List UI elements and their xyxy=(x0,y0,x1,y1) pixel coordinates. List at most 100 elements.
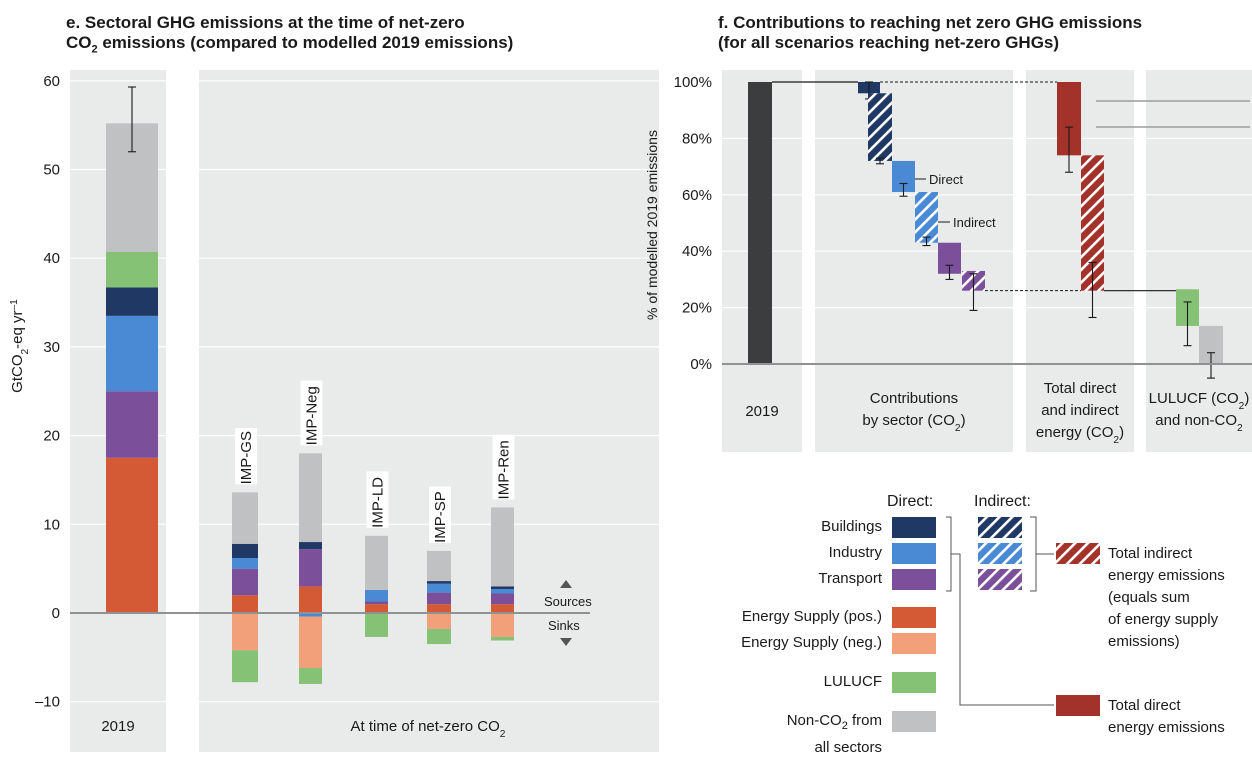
chart-e-title: e. Sectoral GHG emissions at the time of… xyxy=(66,13,514,56)
waterfall-bar xyxy=(858,82,880,94)
waterfall-bar xyxy=(938,242,961,274)
y-tick-label: 80% xyxy=(682,130,712,147)
swatch-esn xyxy=(892,633,936,654)
y-tick-label: 50 xyxy=(43,162,60,179)
swatch-transport-direct xyxy=(892,569,936,590)
swatch-esp xyxy=(892,607,936,628)
legend-esp: Energy Supply (pos.) xyxy=(741,608,882,625)
category-energy: Total direct xyxy=(1044,380,1117,397)
y-tick-label: 40 xyxy=(43,250,60,267)
category-energy: and indirect xyxy=(1041,402,1119,419)
y-tick-label: –10 xyxy=(35,694,60,711)
bar-label: IMP-SP xyxy=(432,491,449,543)
swatch-industry-indirect xyxy=(978,543,1022,564)
bar-segment-ind xyxy=(491,589,514,594)
category-sector: Contributions xyxy=(870,390,958,407)
y-tick-label: 40% xyxy=(682,243,712,260)
group-label-2019: 2019 xyxy=(101,718,134,735)
bar-segment-ind xyxy=(365,589,388,602)
waterfall-bar xyxy=(1199,325,1223,364)
bar-segment-neg-lul xyxy=(232,650,258,683)
category-lulucf: and non-CO2 xyxy=(1155,412,1243,434)
bar-label: IMP-Neg xyxy=(304,386,321,445)
bar-segment-neg-lul xyxy=(299,667,322,684)
swatch-transport-indirect xyxy=(978,569,1022,590)
annotation-indirect: Indirect xyxy=(953,215,996,230)
swatch-lulucf xyxy=(892,672,936,693)
y-tick-label: 10 xyxy=(43,516,60,533)
legend-transport: Transport xyxy=(818,570,882,587)
bar-segment-neg-lul xyxy=(365,613,388,637)
panel-sector xyxy=(815,70,1013,452)
bracket-direct xyxy=(946,516,952,592)
bar-segment-tra xyxy=(427,592,451,605)
bar-segment-bui xyxy=(299,542,322,550)
legend-total-direct: Total direct energy emissions xyxy=(1108,697,1225,736)
category-2019: 2019 xyxy=(745,403,778,420)
bar-segment-neg-esn xyxy=(299,616,322,668)
chart-f-title: f. Contributions to reaching net zero GH… xyxy=(718,13,1143,52)
swatch-buildings-direct xyxy=(892,517,936,538)
category-sector: by sector (CO2) xyxy=(862,412,965,434)
legend-lulucf: LULUCF xyxy=(823,673,882,690)
legend-nonco2: Non-CO2 from all sectors xyxy=(786,712,882,756)
swatch-nonco2 xyxy=(892,711,936,732)
bar-segment-ind xyxy=(106,315,158,392)
bar-segment-non xyxy=(365,535,388,590)
y-tick-label: 60% xyxy=(682,187,712,204)
bar-segment-esp xyxy=(232,595,258,613)
category-energy: energy (CO2) xyxy=(1036,424,1124,446)
y-tick-label: 60 xyxy=(43,73,60,90)
bar-label-box xyxy=(366,471,389,528)
bar-segment-esp xyxy=(106,457,158,613)
bar-segment-esp xyxy=(299,586,322,613)
y-tick-label: 0 xyxy=(52,605,60,622)
bar-segment-ind xyxy=(427,583,451,593)
bar-label-box xyxy=(300,380,323,446)
waterfall-bar xyxy=(962,270,985,291)
waterfall-bar xyxy=(892,160,915,192)
legend-direct-header: Direct: xyxy=(887,493,934,510)
category-lulucf: LULUCF (CO2) xyxy=(1149,390,1250,412)
sinks-arrow xyxy=(560,638,572,646)
bar-label: IMP-GS xyxy=(238,431,255,484)
waterfall-bar xyxy=(1176,289,1199,326)
y-tick-label: 100% xyxy=(674,74,712,91)
waterfall-bar xyxy=(1081,155,1104,291)
legend-indirect-header: Indirect: xyxy=(974,493,1031,510)
bar-label-box xyxy=(429,486,451,543)
bar-segment-non xyxy=(232,492,258,544)
chart-e: 60 50 40 30 20 10 0 –10 GtCO2-eq yr–1 IMP-GS IMP-N… xyxy=(9,70,659,752)
bar-label-box xyxy=(235,427,257,485)
y-tick-label: 0% xyxy=(690,356,712,373)
bar-segment-bui xyxy=(427,581,451,584)
panel-energy xyxy=(1026,70,1134,452)
panel-2019 xyxy=(722,70,802,452)
bar-segment-neg-esn xyxy=(427,613,451,629)
y-axis-label: GtCO2-eq yr–1 xyxy=(9,299,31,393)
bar-label-box xyxy=(492,434,515,500)
bar-segment-tra xyxy=(491,593,514,605)
bar-segment-lul xyxy=(106,251,158,288)
bar-segment-tra xyxy=(106,391,158,458)
y-tick-label: 20 xyxy=(43,428,60,445)
bar-label: IMP-LD xyxy=(370,477,387,528)
y-tick-label: 20% xyxy=(682,300,712,317)
bar-segment-non xyxy=(299,453,322,543)
bar-segment-bui xyxy=(106,287,158,316)
bar-segment-ind xyxy=(232,558,258,569)
swatch-total-indirect xyxy=(1056,543,1100,564)
bar-segment-neg-esn xyxy=(232,613,258,651)
bar-segment-neg-esn xyxy=(491,613,514,637)
bracket-indirect xyxy=(1030,516,1037,592)
swatch-industry-direct xyxy=(892,543,936,564)
waterfall-bar xyxy=(915,191,938,243)
bar-segment-neg-lul xyxy=(491,636,514,641)
bar-segment-esp xyxy=(427,604,451,613)
bar-segment-esp xyxy=(491,604,514,613)
waterfall-bar xyxy=(748,82,772,364)
bar-segment-tra xyxy=(299,549,322,587)
bar-segment-neg-lul xyxy=(427,628,451,645)
bar-segment-non xyxy=(491,507,514,587)
legend-esn: Energy Supply (neg.) xyxy=(741,634,882,651)
